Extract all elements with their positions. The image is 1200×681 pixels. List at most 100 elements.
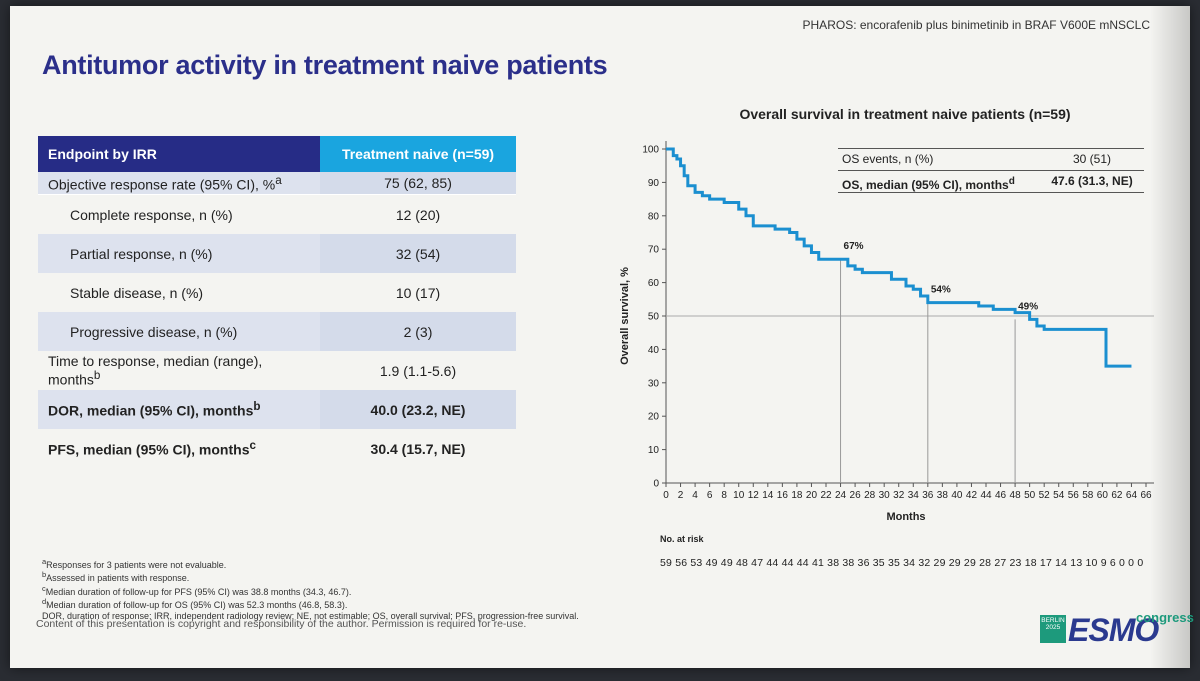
x-tick-label: 22 [820, 490, 832, 501]
x-tick-label: 8 [721, 490, 727, 501]
row-value: 30.4 (15.7, NE) [370, 440, 466, 457]
os-events-row: OS events, n (%) 30 (51) [838, 148, 1144, 171]
risk-table-label: No. at risk [660, 534, 704, 544]
x-tick-label: 64 [1126, 490, 1138, 501]
x-tick-label: 40 [951, 490, 963, 501]
table-row: Time to response, median (range), months… [38, 351, 516, 390]
row-label: PFS, median (95% CI), monthsc [48, 439, 256, 458]
x-axis-label: Months [886, 511, 925, 523]
x-tick-label: 6 [707, 490, 713, 501]
x-tick-label: 48 [1010, 490, 1022, 501]
survival-curve [666, 147, 1132, 368]
table-row: Stable disease, n (%) 10 (17) [38, 273, 516, 312]
footnote: bAssessed in patients with response. [42, 570, 190, 584]
y-tick-label: 60 [648, 278, 660, 289]
survival-curve-group [666, 147, 1132, 368]
x-tick-label: 60 [1097, 490, 1109, 501]
x-tick-label: 66 [1140, 490, 1152, 501]
footnote: DOR, duration of response; IRR, independ… [42, 610, 579, 621]
logo-brand: ESMO [1068, 612, 1159, 648]
logo-tagline: congress [1136, 610, 1194, 625]
row-label: Complete response, n (%) [70, 206, 233, 223]
row-label: DOR, median (95% CI), monthsb [38, 390, 320, 429]
x-tick-label: 30 [879, 490, 891, 501]
row-value: 1.9 (1.1-5.6) [379, 362, 457, 379]
risk-table-values: 59 56 53 49 49 48 47 44 44 44 41 38 38 3… [660, 557, 1144, 569]
y-tick-label: 30 [648, 378, 660, 389]
table-row: DOR, median (95% CI), monthsb 40.0 (23.2… [38, 390, 516, 429]
y-tick-label: 20 [648, 412, 660, 423]
x-tick-label: 56 [1068, 490, 1080, 501]
chart-title: Overall survival in treatment naive pati… [739, 106, 1071, 122]
row-label: Partial response, n (%) [38, 234, 320, 273]
landmark-guides [666, 259, 1154, 483]
slide: PHAROS: encorafenib plus binimetinib in … [10, 6, 1194, 668]
os-median-label: OS, median (95% CI), monthsd [842, 176, 1015, 192]
x-tick-label: 24 [835, 490, 847, 501]
x-tick-label: 16 [777, 490, 789, 501]
esmo-congress-logo: BERLIN 2025 ESMO congress [1040, 610, 1194, 648]
row-value: 75 (62, 85) [320, 172, 516, 195]
table-row: Complete response, n (%) 12 (20) [38, 195, 516, 235]
y-tick-label: 10 [648, 445, 660, 456]
row-value: 2 (3) [320, 312, 516, 351]
row-value: 12 (20) [395, 206, 441, 223]
x-tick-label: 4 [692, 490, 698, 501]
row-label: Progressive disease, n (%) [38, 312, 320, 351]
y-axis-label: Overall survival, % [619, 267, 631, 365]
x-tick-label: 46 [995, 490, 1007, 501]
row-value: 40.0 (23.2, NE) [320, 390, 516, 429]
copyright-notice: Content of this presentation is copyrigh… [36, 618, 527, 630]
landmark-label: 67% [844, 241, 864, 252]
x-tick-label: 12 [748, 490, 760, 501]
study-source-label: PHAROS: encorafenib plus binimetinib in … [802, 18, 1150, 32]
os-median-row: OS, median (95% CI), monthsd 47.6 (31.3,… [838, 171, 1144, 193]
table-row: PFS, median (95% CI), monthsc 30.4 (15.7… [38, 429, 516, 468]
footnote: cMedian duration of follow-up for PFS (9… [42, 583, 352, 597]
slide-edge-shade [1150, 6, 1190, 668]
x-tick-label: 28 [864, 490, 876, 501]
x-tick-label: 54 [1053, 490, 1065, 501]
x-tick-label: 34 [908, 490, 920, 501]
x-tick-label: 18 [791, 490, 803, 501]
row-value: 10 (17) [395, 284, 441, 301]
os-events-label: OS events, n (%) [842, 152, 934, 166]
row-value: 32 (54) [320, 234, 516, 273]
table-row: Progressive disease, n (%) 2 (3) [38, 312, 516, 351]
y-tick-label: 80 [648, 211, 660, 222]
landmark-label: 49% [1018, 301, 1038, 312]
x-tick-label: 2 [678, 490, 684, 501]
footnote: aResponses for 3 patients were not evalu… [42, 557, 227, 570]
x-tick-label: 52 [1039, 490, 1051, 501]
table-header-row: Endpoint by IRR Treatment naive (n=59) [38, 136, 516, 172]
table-row: Partial response, n (%) 32 (54) [38, 234, 516, 273]
landmark-label: 54% [931, 285, 951, 296]
x-tick-label: 10 [733, 490, 745, 501]
y-tick-label: 0 [653, 479, 659, 490]
x-tick-label: 20 [806, 490, 818, 501]
y-tick-label: 40 [648, 345, 660, 356]
x-tick-label: 14 [762, 490, 774, 501]
os-summary-box: OS events, n (%) 30 (51) OS, median (95%… [838, 148, 1144, 193]
row-label: Objective response rate (95% CI), %a [38, 172, 320, 195]
table-header-treatment-naive: Treatment naive (n=59) [320, 136, 516, 172]
endpoint-table: Endpoint by IRR Treatment naive (n=59) O… [38, 136, 516, 468]
table-header-endpoint: Endpoint by IRR [38, 136, 320, 172]
x-tick-label: 26 [850, 490, 862, 501]
table-row: Objective response rate (95% CI), %a 75 … [38, 172, 516, 195]
row-label: Time to response, median (range), months… [48, 353, 263, 388]
os-events-value: 30 (51) [1072, 152, 1112, 166]
x-tick-label: 50 [1024, 490, 1036, 501]
x-tick-label: 58 [1082, 490, 1094, 501]
y-tick-label: 100 [642, 145, 659, 156]
x-tick-label: 32 [893, 490, 905, 501]
y-tick-label: 50 [648, 312, 660, 323]
x-tick-label: 0 [663, 490, 669, 501]
y-tick-label: 90 [648, 178, 660, 189]
slide-title: Antitumor activity in treatment naive pa… [42, 50, 608, 80]
x-tick-label: 38 [937, 490, 949, 501]
y-tick-label: 70 [648, 245, 660, 256]
x-tick-label: 62 [1111, 490, 1123, 501]
row-label: Stable disease, n (%) [70, 284, 204, 301]
